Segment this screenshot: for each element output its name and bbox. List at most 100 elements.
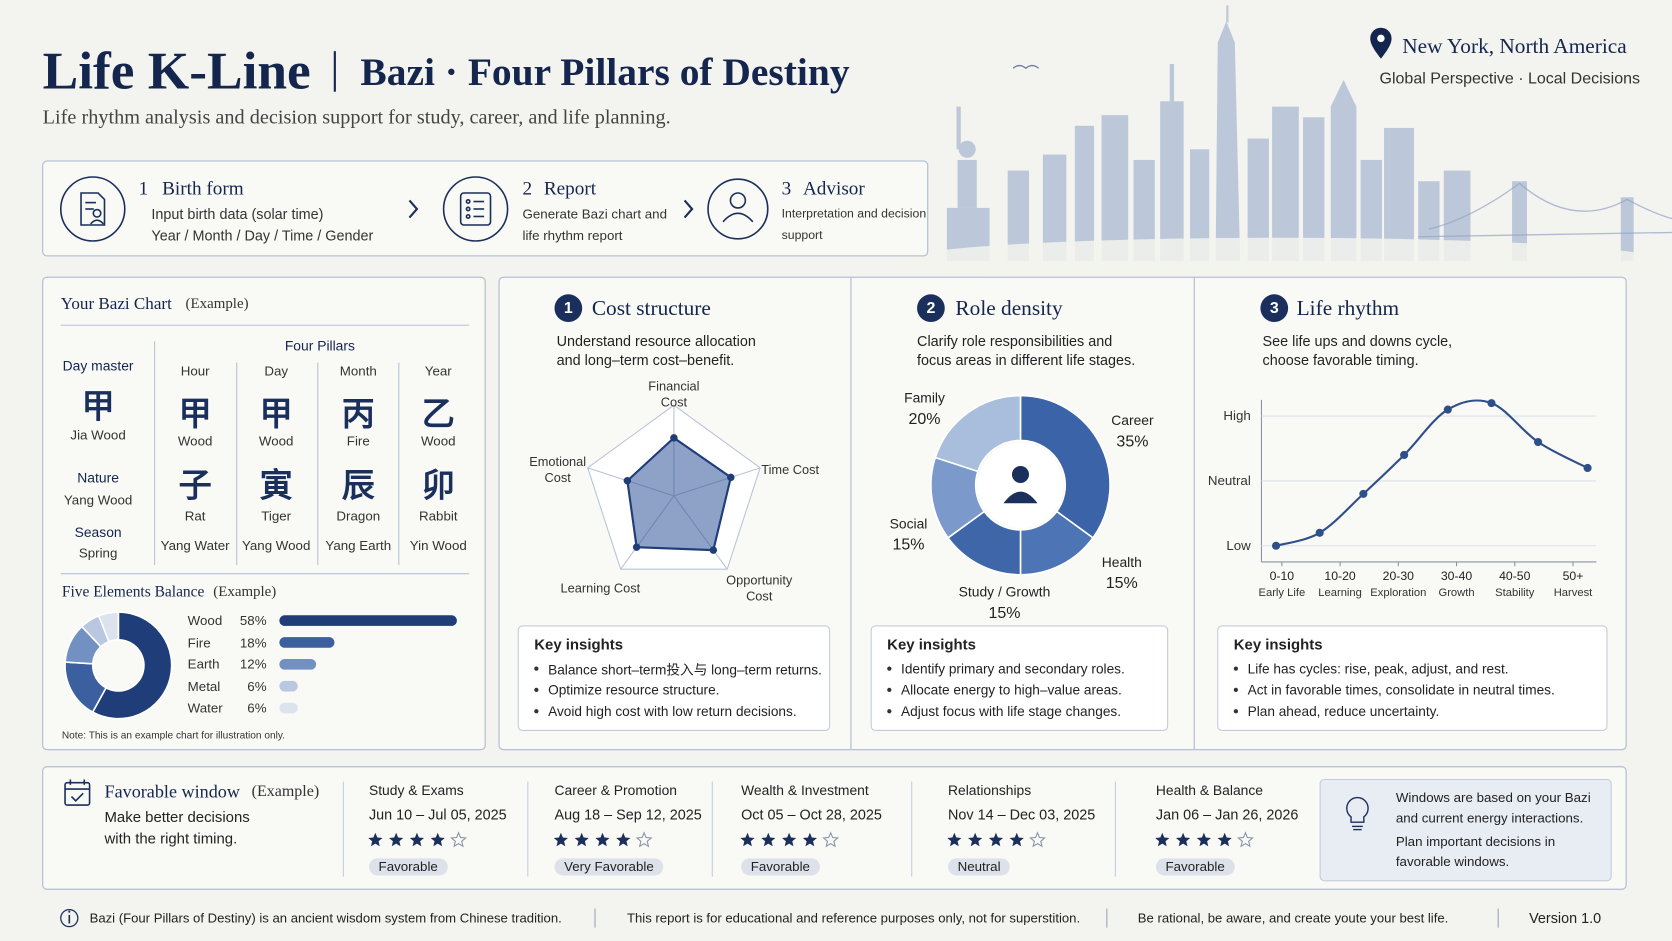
- pillar-name: Hour: [180, 363, 210, 379]
- mist: [895, 237, 1664, 285]
- panel-title: Life rhythm: [1296, 296, 1400, 321]
- slice-value: 15%: [988, 604, 1021, 623]
- rating-star: [740, 832, 755, 847]
- section-description: Make better decisions: [104, 808, 250, 826]
- window-category: Wealth & Investment: [741, 782, 869, 799]
- step-text: Interpretation and decision: [781, 207, 927, 221]
- stem-char: 乙: [421, 395, 455, 433]
- insight: Act in favorable times, consolidate in n…: [1247, 681, 1555, 698]
- radar-axis-label: Learning Cost: [560, 580, 641, 596]
- bazi-dividers: [60, 324, 470, 575]
- y-tick-label: High: [1223, 408, 1251, 424]
- rating-star: [368, 832, 383, 847]
- insight: Balance short–term投入与 long–term returns.: [548, 661, 822, 678]
- element-name: Water: [187, 700, 223, 716]
- stem-char: 甲: [81, 387, 115, 425]
- insights-title: Key insights: [887, 635, 976, 653]
- slice-value: 20%: [908, 410, 941, 429]
- bullet: [1233, 666, 1239, 671]
- window-dates: Nov 14 – Dec 03, 2025: [947, 806, 1096, 823]
- insight: Optimize resource structure.: [548, 681, 720, 698]
- role-slice: [934, 394, 1022, 473]
- rating-star: [988, 832, 1004, 847]
- x-tick-label: 40-50: [1499, 570, 1531, 584]
- note: Note: This is an example chart for illus…: [61, 729, 286, 742]
- favorable-dividers: [342, 781, 1116, 877]
- stem-element: Fire: [346, 433, 370, 449]
- panel-description: See life ups and downs cycle,: [1262, 333, 1453, 350]
- bridge: [1418, 182, 1672, 238]
- x-tick-label: 20-30: [1382, 570, 1414, 584]
- panel-title: Cost structure: [591, 296, 711, 321]
- info-text: Plan important decisions in favorable wi…: [1395, 834, 1556, 870]
- rhythm-point: [1400, 450, 1409, 460]
- step-title: Birth form: [162, 177, 244, 199]
- version: Version 1.0: [1529, 910, 1602, 927]
- branch-element: Yang Earth: [325, 538, 392, 554]
- stem-element: Wood: [420, 433, 456, 449]
- number-badges: [554, 294, 1289, 323]
- rhythm-point: [1315, 528, 1324, 537]
- branch-char: 辰: [341, 466, 375, 504]
- element-value: 12%: [239, 656, 267, 672]
- role-slice: [1019, 394, 1111, 539]
- rating-star: [822, 831, 840, 848]
- insight: Life has cycles: rise, peak, adjust, and…: [1247, 660, 1509, 677]
- element-value: 6%: [247, 678, 267, 694]
- x-tick-label: 30-40: [1440, 570, 1473, 584]
- rating-star: [1029, 831, 1046, 848]
- rating-star: [635, 831, 653, 848]
- branch-element: Yin Wood: [409, 538, 467, 554]
- insights-title: Key insights: [1233, 635, 1323, 653]
- rating-star: [450, 831, 467, 848]
- insight: Adjust focus with life stage changes.: [901, 703, 1122, 720]
- label: Season: [74, 524, 122, 541]
- rating-star: [1237, 831, 1254, 848]
- title: Life K-Line: [42, 40, 311, 101]
- branch-char: 寅: [259, 466, 293, 504]
- pillar-name: Year: [424, 363, 452, 379]
- panel-description: focus areas in different life stages.: [917, 352, 1136, 369]
- person-icon: [1011, 465, 1030, 484]
- rhythm-line: [1275, 399, 1589, 547]
- step-title: Advisor: [802, 177, 865, 199]
- window-category: Career & Promotion: [554, 782, 678, 799]
- rhythm-point: [1359, 489, 1368, 498]
- window-dates: Aug 18 – Sep 12, 2025: [554, 806, 702, 823]
- x-sublabel: Harvest: [1553, 586, 1593, 600]
- window-status: Favorable: [741, 858, 820, 876]
- insights-title: Key insights: [534, 635, 624, 653]
- pillar-name: Month: [339, 363, 377, 379]
- footer-note: Bazi (Four Pillars of Destiny) is an anc…: [89, 910, 562, 926]
- element-value: 6%: [247, 700, 267, 716]
- person-icon: [1003, 491, 1038, 504]
- rating-star: [409, 832, 425, 847]
- bullet: [887, 709, 892, 714]
- panel-title: Your Bazi Chart: [60, 295, 172, 314]
- panel-description: Understand resource allocation: [556, 333, 756, 350]
- window-dates: Oct 05 – Oct 28, 2025: [741, 806, 882, 823]
- branch-element: Yang Wood: [241, 538, 311, 554]
- bullet: [887, 687, 892, 693]
- element-name: Earth: [187, 656, 220, 672]
- panel-number: 3: [1269, 299, 1279, 318]
- x-sublabel: Stability: [1495, 586, 1535, 600]
- panel-number: 2: [926, 299, 936, 318]
- calendar-icon: [64, 779, 91, 806]
- rhythm-point: [1443, 405, 1452, 414]
- radar-point: [623, 476, 632, 485]
- slice-label: Health: [1101, 553, 1142, 570]
- stem-char: 丙: [341, 395, 375, 433]
- rating-star: [1155, 832, 1170, 847]
- step-icon: [707, 178, 769, 240]
- slice-label: Career: [1111, 412, 1154, 429]
- bullet: [1233, 687, 1239, 693]
- radar-axis-label: Time Cost: [761, 462, 820, 478]
- footer-note: Be rational, be aware, and create youte …: [1137, 910, 1449, 926]
- y-tick-label: Low: [1226, 538, 1251, 554]
- element-bar: [279, 637, 335, 648]
- window-dates: Jan 06 – Jan 26, 2026: [1155, 806, 1299, 823]
- info-box: [1319, 778, 1612, 882]
- label: Nature: [77, 469, 119, 486]
